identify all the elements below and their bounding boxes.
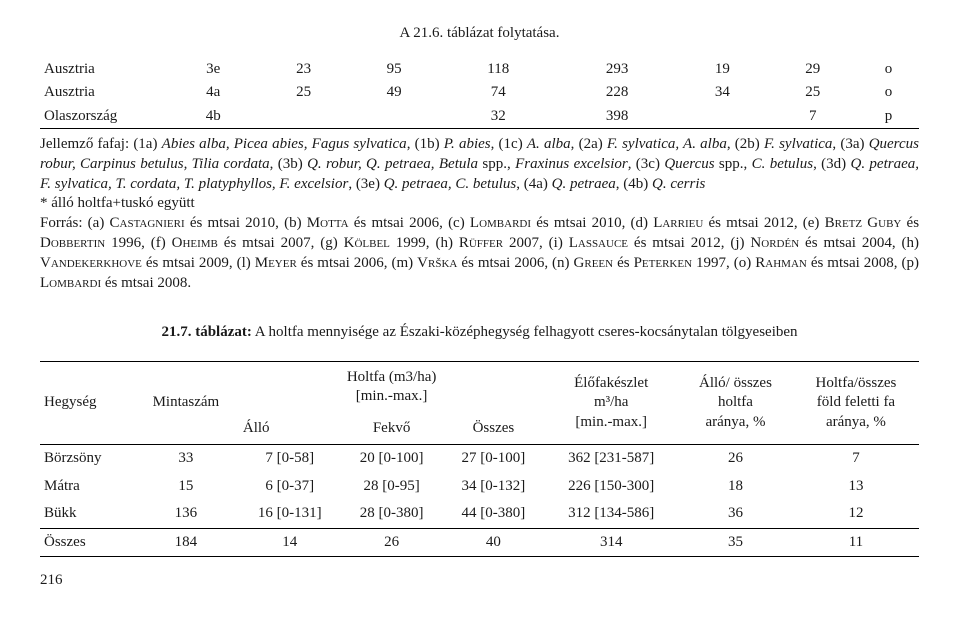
table-cell: 6 [0-37]	[239, 473, 341, 501]
table-cell: 18	[678, 473, 793, 501]
table-cell	[677, 105, 767, 129]
table-cell: 29	[768, 58, 858, 82]
table-row: Ausztria3e23951182931929o	[40, 58, 919, 82]
table-cell: Ausztria	[40, 58, 168, 82]
table-cell: 26	[341, 528, 443, 557]
table-continuation-title: A 21.6. táblázat folytatása.	[40, 24, 919, 44]
table-cell: 28 [0-95]	[341, 473, 443, 501]
subcol-lying: Fekvő	[341, 413, 443, 445]
table-cell: 118	[439, 58, 557, 82]
table-cell: 40	[443, 528, 545, 557]
note-asterisk: * álló holtfa+tuskó együtt	[40, 195, 195, 211]
table-cell: 7 [0-58]	[239, 445, 341, 473]
table-cell: 14	[239, 528, 341, 557]
table-cell: 226 [150-300]	[544, 473, 678, 501]
table-cell: 20 [0-100]	[341, 445, 443, 473]
table-cell: Olaszország	[40, 105, 168, 129]
table-cell: o	[858, 81, 919, 105]
table-cell: 136	[133, 500, 239, 528]
table-cell: 4b	[168, 105, 258, 129]
table-cell: Börzsöny	[40, 445, 133, 473]
table-cell	[258, 105, 348, 129]
table-row: Olaszország4b 32398 7p	[40, 105, 919, 129]
table-cell: 49	[349, 81, 439, 105]
table-row: Börzsöny337 [0-58]20 [0-100]27 [0-100]36…	[40, 445, 919, 473]
table-cell: 25	[768, 81, 858, 105]
table-row: Ausztria4a2549742283425o	[40, 81, 919, 105]
table-footnotes: Jellemző fafaj: (1a) Abies alba, Picea a…	[40, 135, 919, 293]
col-deadwood-ratio: Holtfa/összes föld feletti fa aránya, %	[793, 361, 919, 445]
table-cell: 95	[349, 58, 439, 82]
col-living: Élőfakészlet m³/ha [min.-max.]	[544, 361, 678, 445]
table-cell: 44 [0-380]	[443, 500, 545, 528]
table-row: Összes1841426403143511	[40, 528, 919, 557]
table-cell: Összes	[40, 528, 133, 557]
table-cell: 7	[793, 445, 919, 473]
table-cell: 36	[678, 500, 793, 528]
col-sample: Mintaszám	[133, 361, 239, 445]
table-cell: p	[858, 105, 919, 129]
table-cell: 398	[557, 105, 677, 129]
table-21-7: Hegység Mintaszám Holtfa (m3/ha) [min.-m…	[40, 361, 919, 558]
table-cell: 293	[557, 58, 677, 82]
table-cell: 312 [134-586]	[544, 500, 678, 528]
table-cell: o	[858, 58, 919, 82]
caption-number: 21.7. táblázat:	[161, 324, 251, 340]
table-cell: 13	[793, 473, 919, 501]
table-cell: 15	[133, 473, 239, 501]
col-region: Hegység	[40, 361, 133, 445]
table-cell: 32	[439, 105, 557, 129]
table-cell: 11	[793, 528, 919, 557]
table-cell: 4a	[168, 81, 258, 105]
table-cell: 27 [0-100]	[443, 445, 545, 473]
col-deadwood: Holtfa (m3/ha) [min.-max.]	[239, 361, 544, 413]
table-row: Bükk13616 [0-131]28 [0-380]44 [0-380]312…	[40, 500, 919, 528]
page-number: 216	[40, 571, 919, 591]
subcol-standing: Álló	[239, 413, 341, 445]
table-cell: 33	[133, 445, 239, 473]
table-cell: 35	[678, 528, 793, 557]
caption-text: A holtfa mennyisége az Északi-középhegys…	[252, 324, 798, 340]
table-cell: 184	[133, 528, 239, 557]
subcol-total: Összes	[443, 413, 545, 445]
species: Abies alba, Picea abies, Fagus sylvatica	[162, 136, 407, 152]
table-cell: 314	[544, 528, 678, 557]
table-21-6-continued: Ausztria3e23951182931929oAusztria4a25497…	[40, 58, 919, 130]
table-21-7-caption: 21.7. táblázat: A holtfa mennyisége az É…	[40, 323, 919, 343]
table-cell: 12	[793, 500, 919, 528]
table-row: Mátra156 [0-37]28 [0-95]34 [0-132]226 [1…	[40, 473, 919, 501]
table-cell: 34 [0-132]	[443, 473, 545, 501]
table-cell: 16 [0-131]	[239, 500, 341, 528]
table-cell: 23	[258, 58, 348, 82]
table-cell: Ausztria	[40, 81, 168, 105]
table-cell: 28 [0-380]	[341, 500, 443, 528]
table-cell: 25	[258, 81, 348, 105]
table-cell: Bükk	[40, 500, 133, 528]
table-cell: 7	[768, 105, 858, 129]
table-cell: 34	[677, 81, 767, 105]
table-cell: 228	[557, 81, 677, 105]
table-cell: Mátra	[40, 473, 133, 501]
table-cell	[349, 105, 439, 129]
table-cell: 74	[439, 81, 557, 105]
note-text: Jellemző fafaj: (1a)	[40, 136, 162, 152]
table-cell: 362 [231-587]	[544, 445, 678, 473]
table-cell: 3e	[168, 58, 258, 82]
table-cell: 19	[677, 58, 767, 82]
table-cell: 26	[678, 445, 793, 473]
col-standing-ratio: Álló/ összes holtfa aránya, %	[678, 361, 793, 445]
